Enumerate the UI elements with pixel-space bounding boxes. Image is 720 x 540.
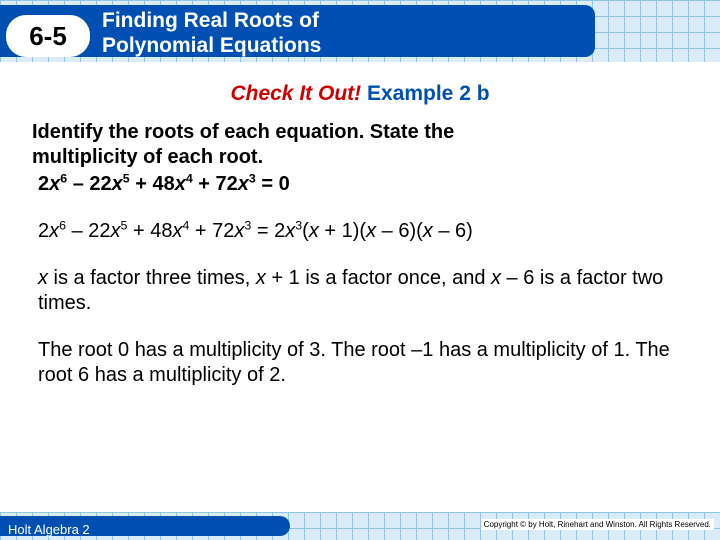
slide-content: Identify the roots of each equation. Sta…: [0, 106, 720, 388]
lesson-title-line1: Finding Real Roots of: [102, 9, 319, 32]
check-it-out-heading: Check It Out! Example 2 b: [0, 82, 720, 106]
footer-copyright: Copyright © by Holt, Rinehart and Winsto…: [481, 519, 714, 530]
prompt-line1: Identify the roots of each equation. Sta…: [32, 121, 454, 143]
slide-header: 6-5 Finding Real Roots of Polynomial Equ…: [0, 0, 720, 62]
example-label: Example 2 b: [367, 82, 490, 105]
prompt-line2: multiplicity of each root.: [32, 146, 263, 168]
equation-problem: 2x6 – 22x5 + 48x4 + 72x3 = 0: [38, 172, 688, 197]
check-it-out-label: Check It Out!: [230, 82, 361, 105]
section-number: 6-5: [29, 21, 67, 52]
equation-factored: 2x6 – 22x5 + 48x4 + 72x3 = 2x3(x + 1)(x …: [38, 219, 688, 244]
footer-book-title: Holt Algebra 2: [8, 522, 90, 537]
header-bluebar: 6-5 Finding Real Roots of Polynomial Equ…: [0, 5, 595, 57]
footer-bluebar: Holt Algebra 2: [0, 516, 290, 536]
factor-sentence: x is a factor three times, x + 1 is a fa…: [38, 266, 688, 316]
lesson-title: Finding Real Roots of Polynomial Equatio…: [102, 9, 321, 59]
slide-footer: Holt Algebra 2 Copyright © by Holt, Rine…: [0, 512, 720, 540]
problem-prompt: Identify the roots of each equation. Sta…: [32, 120, 688, 170]
roots-sentence: The root 0 has a multiplicity of 3. The …: [38, 338, 688, 388]
lesson-title-line2: Polynomial Equations: [102, 34, 321, 57]
section-number-pill: 6-5: [6, 15, 90, 57]
